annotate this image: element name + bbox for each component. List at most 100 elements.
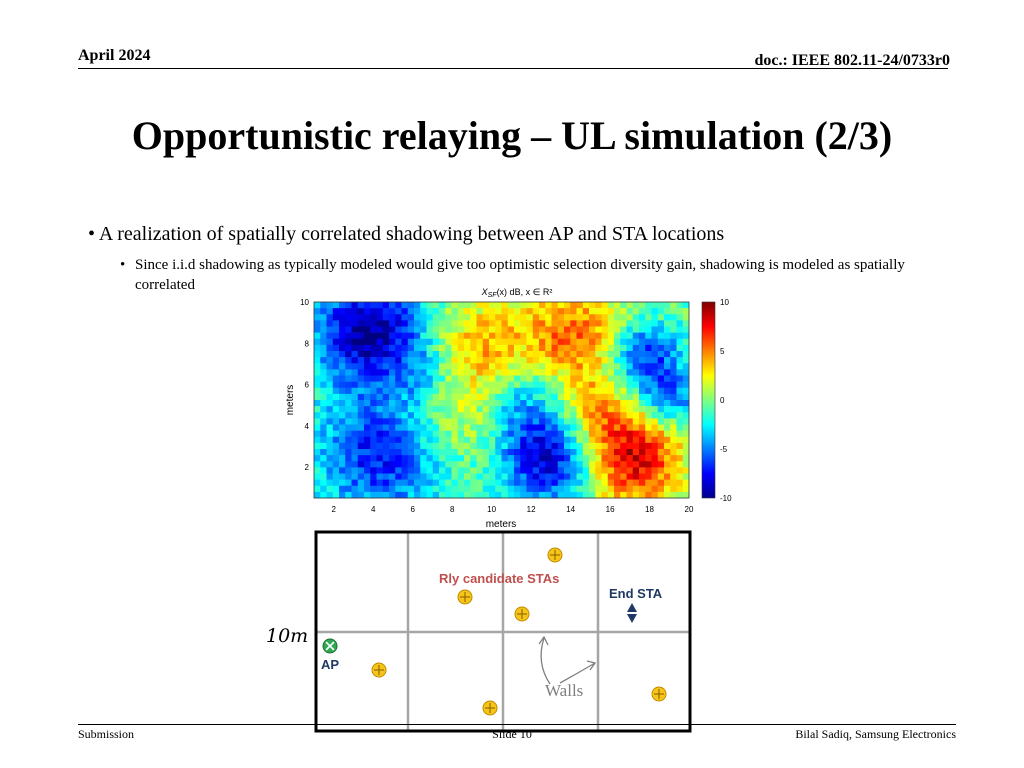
heatmap-cell	[614, 320, 621, 327]
heatmap-cell	[507, 418, 515, 425]
heatmap-cell	[632, 400, 640, 407]
heatmap-cell	[476, 485, 484, 493]
heatmap-cell	[501, 387, 509, 395]
heatmap-cell	[389, 363, 396, 370]
heatmap-cell	[407, 387, 415, 395]
heatmap-cell	[595, 302, 602, 309]
heatmap-cell	[520, 332, 527, 340]
heatmap-cell	[676, 430, 684, 438]
heatmap-cell	[570, 461, 577, 468]
heatmap-cell	[507, 449, 515, 456]
heatmap-cell	[507, 351, 515, 358]
heatmap-cell	[345, 479, 352, 487]
footer-author: Bilal Sadiq, Samsung Electronics	[795, 727, 956, 741]
heatmap-cell	[539, 357, 546, 364]
heatmap-cell	[539, 430, 546, 438]
heatmap-x-tick: 4	[371, 505, 376, 514]
heatmap-cell	[376, 363, 384, 370]
heatmap-cell	[589, 412, 596, 419]
heatmap-cell	[626, 430, 634, 438]
heatmap-cell	[651, 479, 659, 487]
heatmap-cell	[414, 406, 421, 413]
heatmap-cell	[620, 424, 627, 431]
heatmap-cell	[676, 473, 684, 480]
heatmap-cell	[589, 320, 596, 327]
heatmap-cell	[470, 308, 477, 315]
heatmap-cell	[345, 320, 352, 327]
heatmap-cell	[614, 430, 621, 438]
heatmap-cell	[582, 449, 590, 456]
heatmap-cell	[376, 467, 384, 474]
heatmap-cell	[482, 393, 490, 401]
heatmap-cell	[520, 369, 527, 376]
heatmap-cell	[482, 326, 490, 333]
heatmap-cell	[632, 363, 640, 370]
heatmap-cell	[432, 442, 440, 450]
heatmap-cell	[670, 320, 677, 327]
heatmap-cell	[314, 449, 321, 456]
heatmap-cell	[595, 381, 602, 389]
heatmap-cell	[357, 479, 365, 487]
heatmap-cell	[545, 473, 552, 480]
heatmap-cell	[364, 351, 371, 358]
heatmap-cell	[470, 381, 477, 389]
heatmap-cell	[326, 442, 334, 450]
heatmap-cell	[451, 406, 459, 413]
heatmap-cell	[601, 351, 609, 358]
heatmap-cell	[357, 467, 365, 474]
heatmap-cell	[582, 479, 590, 487]
colorbar-tick: 0	[720, 396, 725, 405]
heatmap-cell	[407, 400, 415, 407]
heatmap-cell	[614, 461, 621, 468]
heatmap-cell	[564, 485, 571, 493]
bullet-dot: •	[88, 223, 99, 245]
heatmap-cell	[657, 302, 665, 309]
heatmap-cell	[426, 344, 434, 352]
heatmap-cell	[414, 455, 421, 462]
heatmap-cell	[457, 418, 465, 425]
heatmap-cell	[532, 302, 540, 309]
heatmap-cell	[651, 400, 659, 407]
heatmap-cell	[682, 400, 690, 407]
heatmap-cell	[432, 351, 440, 358]
heatmap-cell	[545, 442, 552, 450]
heatmap-cell	[614, 406, 621, 413]
heatmap-cell	[376, 418, 384, 425]
heatmap-cell	[589, 308, 596, 315]
heatmap-cell	[339, 363, 346, 370]
heatmap-cell	[339, 473, 346, 480]
heatmap-cell	[470, 393, 477, 401]
heatmap-cell	[539, 449, 546, 456]
heatmap-cell	[407, 473, 415, 480]
heatmap-cell	[420, 344, 427, 352]
heatmap-cell	[620, 406, 627, 413]
heatmap-cell	[420, 308, 427, 315]
heatmap-cell	[595, 320, 602, 327]
heatmap-cell	[564, 436, 571, 444]
header-doc-id: doc.: IEEE 802.11-24/0733r0	[754, 52, 950, 69]
heatmap-cell	[432, 332, 440, 340]
heatmap-cell	[407, 442, 415, 450]
heatmap-cell	[432, 406, 440, 413]
heatmap-cell	[576, 400, 584, 407]
heatmap-cell	[526, 406, 534, 413]
heatmap-cell	[420, 351, 427, 358]
heatmap-cell	[451, 393, 459, 401]
heatmap-cell	[382, 326, 390, 333]
heatmap-cell	[564, 479, 571, 487]
heatmap-cell	[395, 449, 402, 456]
heatmap-cell	[395, 363, 402, 370]
heatmap-cell	[595, 455, 602, 462]
heatmap-cell	[557, 412, 565, 419]
heatmap-cell	[395, 455, 402, 462]
heatmap-cell	[551, 418, 559, 425]
heatmap-cell	[670, 351, 677, 358]
heatmap-cell	[401, 485, 409, 493]
heatmap-cell	[320, 363, 327, 370]
heatmap-cell	[445, 338, 452, 346]
heatmap-cell	[551, 369, 559, 376]
heatmap-cell	[639, 491, 646, 499]
heatmap-cell	[357, 461, 365, 468]
heatmap-cell	[464, 436, 471, 444]
heatmap-x-tick: 12	[527, 505, 536, 514]
